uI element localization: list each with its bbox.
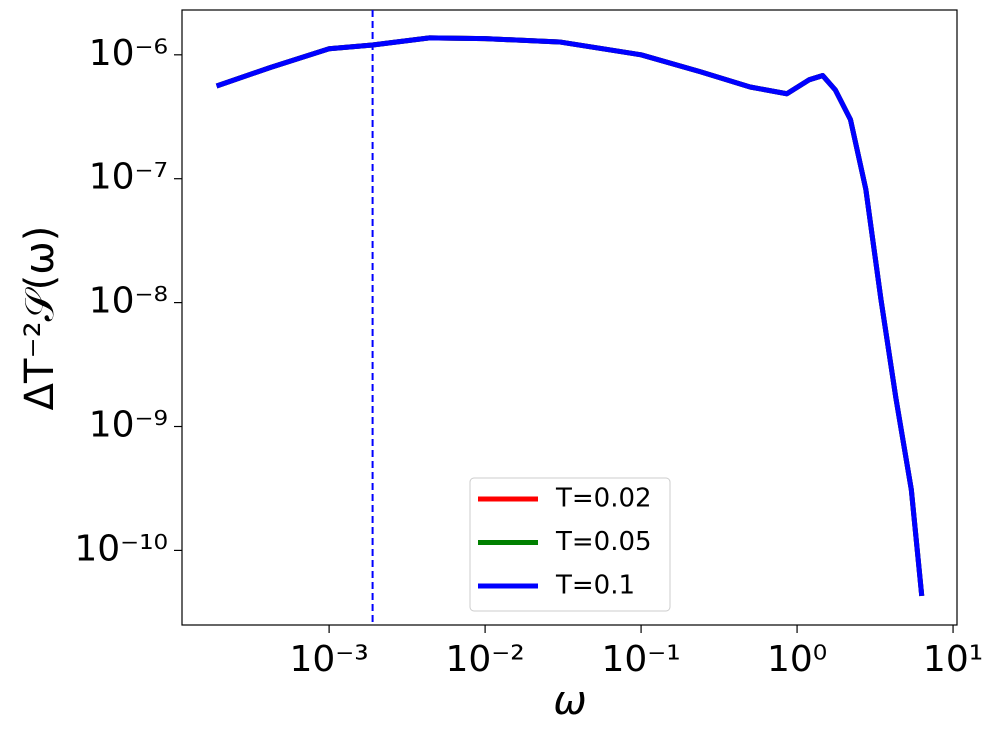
x-axis-label: ω — [553, 678, 587, 724]
y-tick-label: 10⁻⁶ — [89, 33, 168, 74]
x-tick-label: 10⁻³ — [289, 639, 368, 680]
legend: T=0.02 T=0.05 T=0.1 — [469, 477, 671, 612]
x-tick-label: 10⁻² — [445, 639, 524, 680]
x-tick-label: 10⁻¹ — [601, 639, 680, 680]
y-tick-label: 10⁻⁷ — [89, 157, 168, 198]
legend-label: T=0.02 — [555, 484, 652, 514]
y-tick-label: 10⁻⁸ — [89, 281, 168, 322]
x-tick-label: 10¹ — [923, 639, 983, 680]
series-line — [215, 35, 925, 597]
y-axis-label: ΔT⁻²𝒮(ω) — [17, 226, 63, 411]
legend-label: T=0.05 — [555, 527, 652, 557]
y-tick-label: 10⁻¹⁰ — [74, 528, 168, 569]
legend-label: T=0.1 — [555, 571, 635, 601]
legend-box — [469, 477, 671, 612]
y-tick-label: 10⁻⁹ — [89, 405, 168, 446]
x-tick-label: 10⁰ — [767, 639, 827, 680]
plot-frame — [181, 9, 958, 626]
